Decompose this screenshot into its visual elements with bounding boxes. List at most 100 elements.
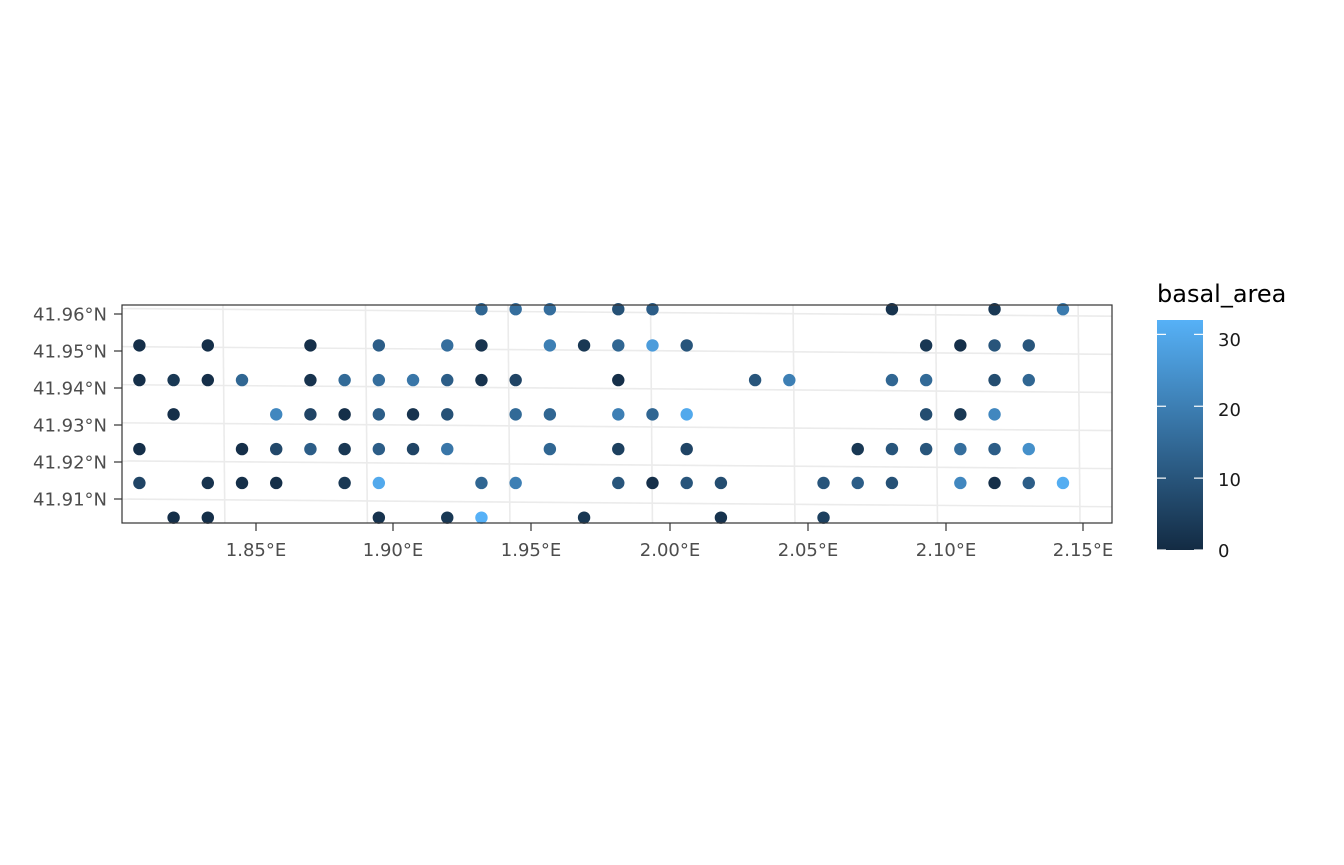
graticule-parallel: [122, 460, 1112, 470]
data-point: [680, 408, 693, 421]
y-tick-label: 41.94°N: [33, 379, 107, 400]
data-point: [475, 373, 488, 387]
x-tick-label: 1.85°E: [226, 540, 286, 561]
data-point: [988, 302, 1001, 316]
data-point: [714, 476, 728, 490]
data-point: [612, 476, 625, 490]
legend-label: 0: [1218, 541, 1229, 562]
data-point: [954, 442, 967, 456]
data-point: [577, 339, 591, 352]
data-point: [167, 511, 180, 524]
data-point: [612, 302, 625, 316]
data-point: [988, 373, 1001, 387]
graticule-meridian: [934, 305, 939, 523]
data-point: [646, 302, 659, 316]
data-point: [406, 408, 420, 421]
data-point: [270, 408, 283, 421]
data-point: [441, 408, 454, 421]
data-point: [304, 408, 317, 421]
x-tick-2-00: 2.00°E: [640, 523, 700, 561]
data-point: [714, 511, 728, 524]
data-point: [133, 373, 146, 387]
x-axis: 1.85°E 1.90°E 1.95°E 2.00°E 2.05°E 2.10°…: [226, 523, 1113, 561]
data-point: [851, 442, 864, 456]
data-point: [372, 408, 386, 421]
graticule-parallel: [122, 422, 1112, 432]
graticule-parallel: [122, 383, 1112, 394]
data-point: [372, 442, 386, 456]
legend-label: 10: [1218, 470, 1241, 491]
legend-ticks: [1157, 333, 1203, 551]
data-point: [885, 442, 899, 456]
x-tick-label: 1.90°E: [363, 540, 423, 561]
data-point: [406, 373, 420, 387]
data-point: [1022, 476, 1035, 490]
data-point: [475, 476, 488, 490]
y-tick-41-92: 41.92°N: [33, 453, 122, 474]
x-tick-1-95: 1.95°E: [501, 523, 561, 561]
y-tick-label: 41.93°N: [33, 416, 107, 437]
data-point: [646, 339, 659, 352]
data-point: [133, 476, 146, 490]
y-tick-label: 41.95°N: [33, 342, 107, 363]
data-point: [372, 373, 386, 387]
data-point: [338, 476, 351, 490]
data-point: [1022, 442, 1035, 456]
plot-panel-border: [121, 304, 1113, 524]
data-point: [851, 476, 864, 490]
data-point: [1022, 373, 1035, 387]
y-tick-41-96: 41.96°N: [33, 305, 122, 326]
data-point: [304, 339, 317, 352]
graticule-meridian: [364, 305, 369, 523]
data-point: [441, 339, 454, 352]
data-point: [338, 442, 351, 456]
data-point: [885, 373, 899, 387]
x-tick-label: 2.10°E: [916, 540, 976, 561]
data-point: [338, 373, 351, 387]
data-point: [270, 442, 283, 456]
data-point: [919, 339, 933, 352]
data-point: [441, 442, 454, 456]
x-tick-label: 2.00°E: [640, 540, 700, 561]
x-tick-label: 1.95°E: [501, 540, 561, 561]
data-point: [201, 476, 215, 490]
data-point: [680, 476, 693, 490]
y-tick-41-94: 41.94°N: [33, 379, 122, 400]
data-points: [133, 302, 1070, 524]
data-point: [441, 373, 454, 387]
legend-label: 20: [1218, 400, 1241, 421]
data-point: [543, 442, 557, 456]
data-point: [919, 373, 933, 387]
y-tick-label: 41.96°N: [33, 305, 107, 326]
data-point: [338, 408, 351, 421]
data-point: [372, 339, 386, 352]
data-point: [372, 476, 386, 490]
data-point: [201, 373, 215, 387]
data-point: [612, 442, 625, 456]
data-point: [509, 373, 522, 387]
graticule-meridian: [507, 305, 511, 523]
data-point: [612, 373, 625, 387]
data-point: [680, 339, 693, 352]
y-tick-41-95: 41.95°N: [33, 342, 122, 363]
data-point: [543, 408, 557, 421]
data-point: [475, 511, 488, 524]
data-point: [543, 302, 557, 316]
legend-title: basal_area: [1157, 280, 1286, 308]
y-tick-41-93: 41.93°N: [33, 416, 122, 437]
data-point: [509, 476, 522, 490]
data-point: [475, 339, 488, 352]
data-point: [406, 442, 420, 456]
data-point: [817, 511, 830, 524]
x-tick-2-05: 2.05°E: [778, 523, 838, 561]
data-point: [235, 476, 249, 490]
data-point: [954, 339, 967, 352]
color-legend: basal_area 30 20 10 0: [1157, 280, 1286, 562]
data-point: [167, 408, 180, 421]
data-point: [543, 339, 557, 352]
data-point: [133, 442, 146, 456]
graticule-parallel: [122, 498, 1112, 508]
data-point: [509, 302, 522, 316]
data-point: [1022, 339, 1035, 352]
